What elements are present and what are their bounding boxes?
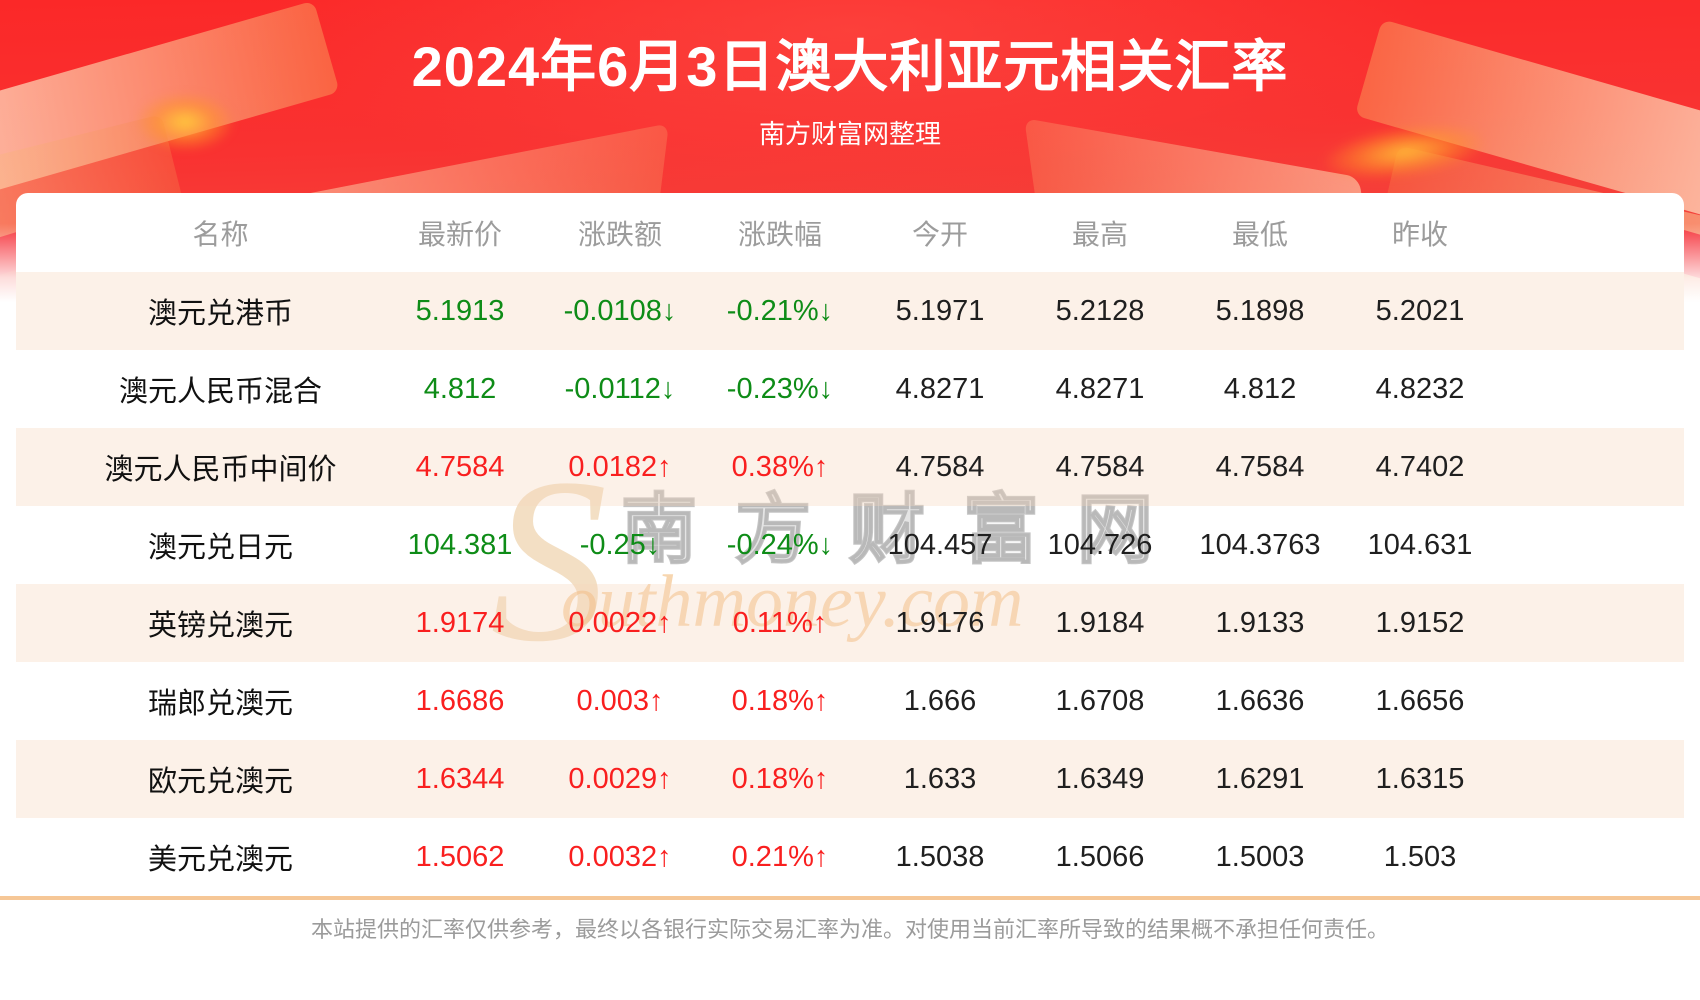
cell-name: 瑞郎兑澳元 [147, 688, 293, 720]
cell-name: 澳元人民币混合 [118, 376, 322, 408]
cell-high: 1.9184 [1020, 584, 1180, 662]
cell-open: 1.633 [860, 740, 1020, 818]
column-header-2: 涨跌额 [577, 218, 662, 250]
cell-spacer [1500, 272, 1684, 350]
cell-change: 0.0182↑ [540, 428, 700, 506]
column-header-spacer [1500, 193, 1684, 272]
cell-high: 1.6349 [1020, 740, 1180, 818]
cell-spacer [1500, 428, 1684, 506]
cell-spacer [1500, 818, 1684, 896]
cell-low: 1.5003 [1215, 840, 1305, 873]
cell-name: 澳元人民币中间价 [16, 428, 380, 506]
cell-change: -0.25↓ [579, 528, 661, 561]
table-row: 澳元人民币混合 4.812 -0.0112↓ -0.23%↓ 4.8271 4.8271 4… [16, 350, 1684, 428]
cell-prev: 5.2021 [1340, 272, 1500, 350]
cell-high: 5.2128 [1020, 272, 1180, 350]
cell-change: 0.0032↑ [568, 840, 672, 873]
cell-name: 澳元兑港币 [16, 272, 380, 350]
cell-prev: 1.9152 [1340, 584, 1500, 662]
cell-pct: 0.38%↑ [700, 428, 860, 506]
cell-latest: 4.7584 [380, 428, 540, 506]
footer-divider [0, 896, 1700, 900]
cell-pct: 0.18%↑ [700, 740, 860, 818]
cell-pct: 0.18%↑ [731, 684, 829, 717]
cell-spacer [1500, 740, 1684, 818]
cell-open: 104.457 [887, 528, 993, 561]
cell-pct: -0.23%↓ [726, 372, 834, 405]
cell-change: -0.0112↓ [564, 372, 676, 405]
table-row: 澳元兑港币 5.1913 -0.0108↓ -0.21%↓ 5.1971 5.2128 5.… [16, 272, 1684, 350]
page-title: 2024年6月3日澳大利亚元相关汇率 [411, 35, 1289, 98]
cell-open: 5.1971 [860, 272, 1020, 350]
cell-low: 1.6291 [1180, 740, 1340, 818]
table-row: 瑞郎兑澳元 1.6686 0.003↑ 0.18%↑ 1.666 1.6708 1.6636… [16, 662, 1684, 740]
cell-latest: 4.812 [423, 372, 497, 405]
column-header-4: 今开 [911, 218, 968, 250]
cell-spacer [1500, 584, 1684, 662]
cell-latest: 104.381 [407, 528, 513, 561]
table-row: 欧元兑澳元 1.6344 0.0029↑ 0.18%↑ 1.633 1.6349 1.629… [16, 740, 1684, 818]
table-row: 澳元兑日元 104.381 -0.25↓ -0.24%↓ 104.457 104.726 1… [16, 506, 1684, 584]
table-header-row: 名称 最新价 涨跌额 涨跌幅 今开 最高 最低 昨收 [16, 193, 1684, 272]
column-header-1: 最新价 [417, 218, 502, 250]
cell-prev: 4.7402 [1340, 428, 1500, 506]
column-header-5: 最高 [1071, 218, 1128, 250]
column-header-6: 最低 [1231, 218, 1288, 250]
cell-open: 4.8271 [895, 372, 985, 405]
cell-prev: 1.503 [1383, 840, 1457, 873]
cell-name: 英镑兑澳元 [16, 584, 380, 662]
rates-table-card: S 南方财富网 outhmoney.com 名称 最新价 涨跌额 涨跌幅 今开 最高 最低昨… [16, 193, 1684, 896]
cell-pct: 0.11%↑ [700, 584, 860, 662]
exchange-rates-table: 名称 最新价 涨跌额 涨跌幅 今开 最高 最低 昨收 澳元兑港币 5.1913 -0.0108↓ -… [16, 193, 1684, 896]
cell-prev: 1.6656 [1375, 684, 1465, 717]
cell-latest: 1.6344 [380, 740, 540, 818]
cell-prev: 1.6315 [1340, 740, 1500, 818]
cell-spacer [1500, 506, 1684, 584]
cell-open: 1.9176 [860, 584, 1020, 662]
cell-latest: 1.9174 [380, 584, 540, 662]
cell-low: 1.6636 [1215, 684, 1305, 717]
cell-change: -0.0108↓ [540, 272, 700, 350]
cell-change: 0.0029↑ [540, 740, 700, 818]
cell-low: 104.3763 [1199, 528, 1321, 561]
page-subtitle: 南方财富网整理 [758, 119, 941, 149]
cell-open: 4.7584 [860, 428, 1020, 506]
cell-prev: 4.8232 [1375, 372, 1465, 405]
disclaimer-text: 本站提供的汇率仅供参考，最终以各银行实际交易汇率为准。对使用当前汇率所导致的结果… [310, 917, 1389, 942]
cell-low: 1.9133 [1180, 584, 1340, 662]
cell-high: 1.5066 [1055, 840, 1145, 873]
column-header-3: 涨跌幅 [737, 218, 822, 250]
cell-pct: -0.21%↓ [700, 272, 860, 350]
cell-latest: 1.5062 [415, 840, 505, 873]
cell-low: 4.7584 [1180, 428, 1340, 506]
cell-low: 5.1898 [1180, 272, 1340, 350]
cell-high: 104.726 [1047, 528, 1153, 561]
column-header-7: 昨收 [1391, 218, 1448, 250]
cell-spacer [1500, 350, 1684, 428]
cell-high: 4.7584 [1020, 428, 1180, 506]
cell-open: 1.5038 [895, 840, 985, 873]
cell-latest: 1.6686 [415, 684, 505, 717]
cell-open: 1.666 [903, 684, 977, 717]
cell-change: 0.003↑ [576, 684, 664, 717]
cell-pct: 0.21%↑ [731, 840, 829, 873]
cell-name: 美元兑澳元 [147, 844, 293, 876]
cell-high: 1.6708 [1055, 684, 1145, 717]
table-row: 美元兑澳元 1.5062 0.0032↑ 0.21%↑ 1.5038 1.5066 1.50… [16, 818, 1684, 896]
table-row: 澳元人民币中间价 4.7584 0.0182↑ 0.38%↑ 4.7584 4.7584 4… [16, 428, 1684, 506]
cell-name: 欧元兑澳元 [16, 740, 380, 818]
cell-pct: -0.24%↓ [726, 528, 834, 561]
cell-low: 4.812 [1223, 372, 1297, 405]
cell-spacer [1500, 662, 1684, 740]
cell-prev: 104.631 [1367, 528, 1473, 561]
column-header-0: 名称 [192, 218, 249, 250]
cell-change: 0.0022↑ [540, 584, 700, 662]
cell-latest: 5.1913 [380, 272, 540, 350]
cell-name: 澳元兑日元 [147, 532, 293, 564]
cell-high: 4.8271 [1055, 372, 1145, 405]
table-row: 英镑兑澳元 1.9174 0.0022↑ 0.11%↑ 1.9176 1.9184 1.91… [16, 584, 1684, 662]
